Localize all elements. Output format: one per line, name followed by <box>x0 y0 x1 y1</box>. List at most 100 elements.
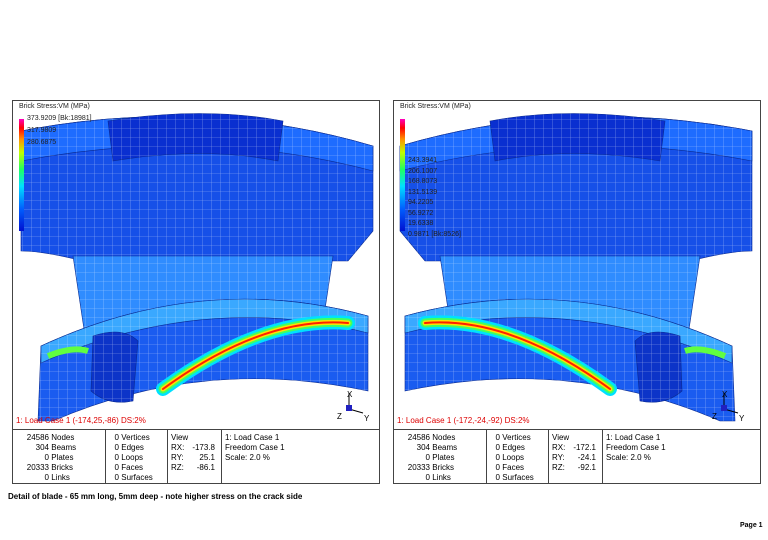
count-label: Loops <box>502 453 525 462</box>
info-row: 24586 Nodes <box>13 433 76 443</box>
info-row: 0 Vertices <box>486 433 534 443</box>
case-row: 1: Load Case 1 <box>225 433 280 442</box>
view-column: View RX: -173.8 RY: 25.1 RZ: -86.1 <box>171 433 215 473</box>
legend-level: 168.8073 <box>408 178 438 185</box>
count-label: Nodes <box>51 433 75 442</box>
legend-bar <box>19 119 24 231</box>
info-row: 0 Edges <box>486 443 534 453</box>
count-label: Plates <box>51 453 74 462</box>
mesh-grid <box>91 332 138 403</box>
info-column: 24586 Nodes 304 Beams 0 Plates 20333 Bricks… <box>13 433 76 483</box>
count: 0 <box>44 473 49 482</box>
count-label: Nodes <box>432 433 456 442</box>
view-value: -86.1 <box>196 463 215 472</box>
legend-bar <box>400 119 405 231</box>
info-row: 0 Loops <box>105 453 153 463</box>
count-label: Surfaces <box>121 473 153 482</box>
view-value: 25.1 <box>199 453 215 462</box>
mesh-grid <box>635 332 682 403</box>
count: 0 <box>114 473 119 482</box>
count: 0 <box>114 453 119 462</box>
count: 0 <box>114 433 119 442</box>
count-label: Beams <box>51 443 77 452</box>
legend-level: 56.9272 <box>408 209 434 217</box>
count-label: Beams <box>432 443 458 452</box>
count: 0 <box>495 433 500 442</box>
view-key: RZ: <box>171 463 184 472</box>
caption: Detail of blade - 65 mm long, 5mm deep -… <box>8 492 303 501</box>
info-row: 0 Plates <box>13 453 76 463</box>
stress-band <box>424 321 611 390</box>
view-column: View RX: -172.1 RY: -24.1 RZ: -92.1 <box>552 433 596 473</box>
blade-model <box>20 113 374 422</box>
view-key: RX: <box>552 443 566 452</box>
count: 0 <box>495 453 500 462</box>
divider <box>105 430 106 484</box>
stress-band <box>46 346 89 359</box>
info-row: 304 Beams <box>394 443 458 453</box>
count-label: Edges <box>502 443 525 452</box>
view-row: RY: 25.1 <box>171 453 215 463</box>
count: 0 <box>495 443 500 452</box>
info-column: 0 Vertices 0 Edges 0 Loops 0 Faces 0 Surface… <box>105 433 153 483</box>
info-row: 0 Faces <box>105 463 153 473</box>
count: 0 <box>495 463 500 472</box>
view-row: RZ: -86.1 <box>171 463 215 473</box>
view-key: RZ: <box>552 463 565 472</box>
view-row: RZ: -92.1 <box>552 463 596 473</box>
count-label: Links <box>51 473 70 482</box>
case-column: 1: Load Case 1 Freedom Case 1 Scale: 2.0 % <box>225 433 285 463</box>
view-value: -92.1 <box>577 463 596 472</box>
info-row: 0 Edges <box>105 443 153 453</box>
info-row: 0 Vertices <box>105 433 153 443</box>
count: 0 <box>114 443 119 452</box>
legend-level: 206.1007 <box>408 167 438 175</box>
axis-label: Y <box>364 414 370 423</box>
legend-level: 280.6875 <box>27 139 57 146</box>
info-row: 0 Links <box>13 473 76 483</box>
info-row: 304 Beams <box>13 443 77 453</box>
count: 0 <box>425 453 430 462</box>
info-column: 0 Vertices 0 Edges 0 Loops 0 Faces 0 Surface… <box>486 433 534 483</box>
legend-level: 243.3941 <box>408 157 438 164</box>
stress-band <box>684 346 727 359</box>
model-view: X Z Y <box>19 113 374 423</box>
count: 304 <box>35 443 49 452</box>
legend-level: 131.5139 <box>408 188 438 196</box>
divider <box>602 430 603 484</box>
info-row: 0 Plates <box>394 453 457 463</box>
view-key: RX: <box>171 443 185 452</box>
legend-level: 317.9809 <box>27 127 57 134</box>
info-column: 24586 Nodes 304 Beams 0 Plates 20333 Bricks… <box>394 433 457 483</box>
count-label: Vertices <box>121 433 150 442</box>
info-row: 20333 Bricks <box>13 463 76 473</box>
view-value: -172.1 <box>573 443 596 452</box>
legend-level: 373.9209 [Bk:18981] <box>27 115 92 122</box>
view-key: RY: <box>171 453 184 462</box>
count-label: Faces <box>502 463 525 472</box>
view-title: View <box>171 433 189 442</box>
count-label: Links <box>432 473 451 482</box>
mesh-grid <box>108 113 283 161</box>
count: 304 <box>416 443 430 452</box>
info-row: 0 Surfaces <box>486 473 534 483</box>
count-label: Plates <box>432 453 455 462</box>
count-label: Loops <box>121 453 144 462</box>
axis-origin <box>346 405 352 411</box>
view-row: RY: -24.1 <box>552 453 596 463</box>
info-row: 0 Loops <box>486 453 534 463</box>
mesh-grid <box>405 299 732 363</box>
divider <box>548 430 549 484</box>
axis-label: X <box>347 390 353 399</box>
stress-band <box>162 321 349 390</box>
count-label: Faces <box>121 463 144 472</box>
case-row: Scale: 2.0 % <box>225 453 270 462</box>
divider <box>221 430 222 484</box>
info-table: 24586 Nodes 304 Beams 0 Plates 20333 Bricks… <box>394 429 760 484</box>
case-row: Scale: 2.0 % <box>606 453 651 462</box>
count: 0 <box>44 453 49 462</box>
view-value: -173.8 <box>192 443 215 452</box>
count: 24586 <box>407 433 430 442</box>
info-row: 0 Links <box>394 473 457 483</box>
